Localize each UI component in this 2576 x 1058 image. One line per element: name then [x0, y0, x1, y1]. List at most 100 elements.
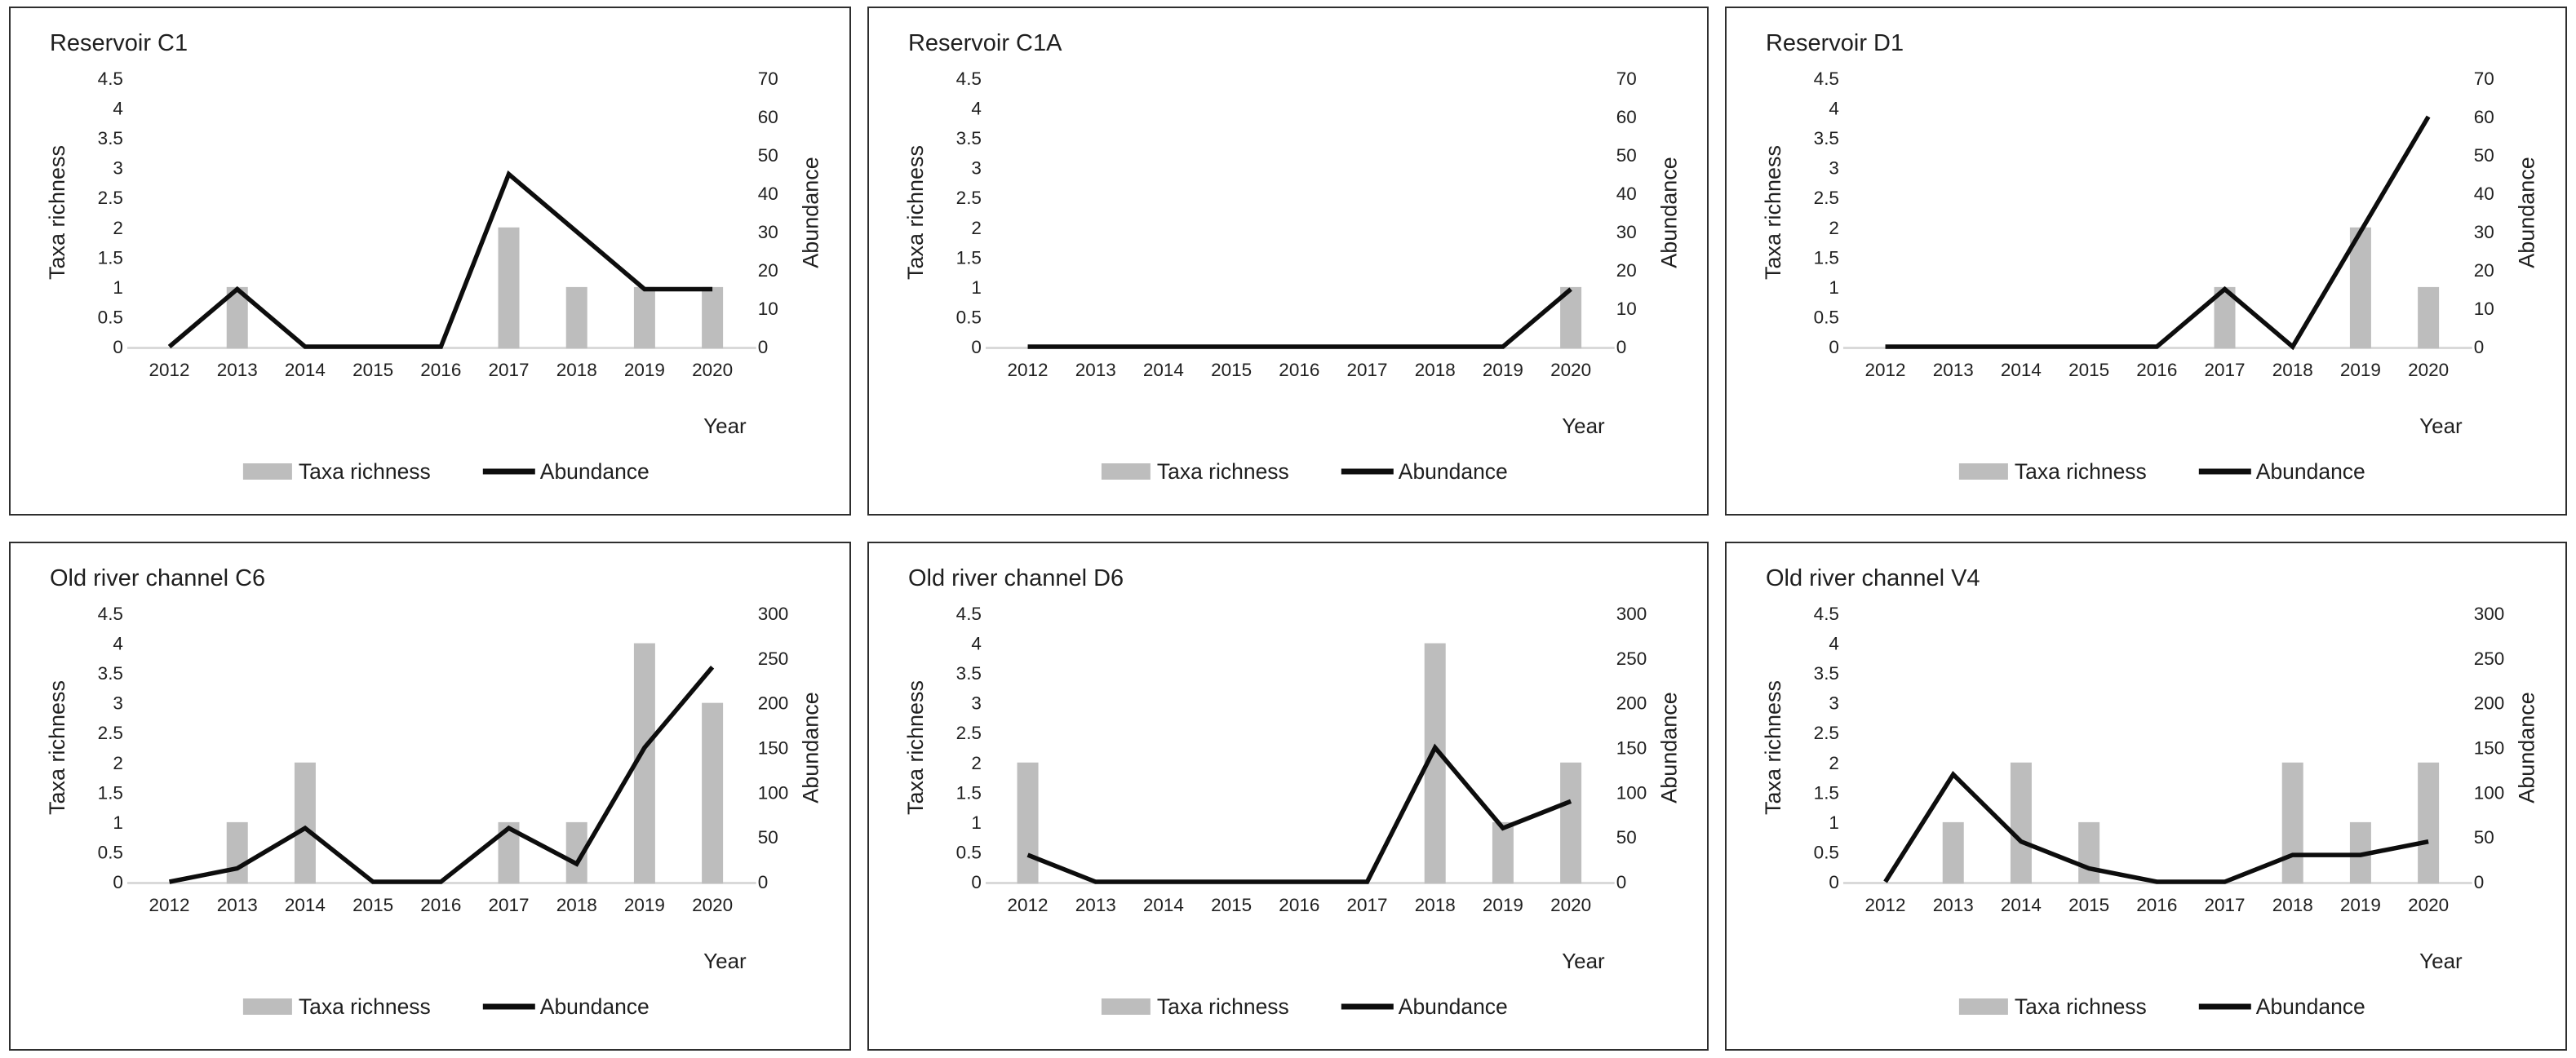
chart-panel-old-river-channel-d6: Old river channel D6 4.5 4 3.5 3 2.5 2 1.5 1 0.5 0…	[867, 542, 1709, 1051]
x-axis-tick: 2012	[1007, 360, 1048, 380]
right-axis-tick: 60	[2474, 107, 2494, 127]
left-axis-title: Taxa richness	[45, 145, 69, 280]
x-axis-tick: 2015	[1211, 895, 1252, 915]
left-axis-title: Taxa richness	[1761, 145, 1785, 280]
x-axis-tick: 2019	[2340, 360, 2381, 380]
chart-panel-old-river-channel-v4: Old river channel V4 4.5 4 3.5 3 2.5 2 1.5 1 0.5 0…	[1725, 542, 2567, 1051]
left-axis-tick: 0.5	[955, 307, 981, 327]
x-axis-tick: 2014	[1143, 895, 1184, 915]
right-axis-tick: 0	[758, 872, 769, 892]
left-axis-tick: 0	[1829, 337, 1840, 357]
taxa-richness-bar	[498, 227, 520, 348]
chart-panel-old-river-channel-c6: Old river channel C6 4.5 4 3.5 3 2.5 2 1.5 1 0.5 0…	[9, 542, 851, 1051]
legend-line-swatch	[482, 1003, 535, 1010]
left-axis-tick: 3.5	[955, 128, 981, 148]
right-axis-tick: 50	[2474, 827, 2494, 848]
left-axis-title: Taxa richness	[1761, 680, 1785, 815]
panel-title: Reservoir C1A	[908, 30, 1062, 56]
left-axis-tick: 2.5	[1814, 188, 1839, 208]
x-axis-tick: 2020	[2408, 360, 2449, 380]
x-axis-tick: 2013	[1075, 360, 1115, 380]
left-axis-tick: 4	[971, 634, 982, 654]
legend-bar-swatch	[242, 998, 292, 1015]
x-axis-tick: 2013	[1933, 895, 1974, 915]
right-axis-tick: 70	[758, 69, 778, 89]
left-axis-tick: 0	[1829, 872, 1840, 892]
left-axis-tick: 1.5	[955, 782, 981, 803]
panel-title: Old river channel D6	[908, 565, 1124, 591]
chart-svg-reservoir-c1: Reservoir C1 4.5 4 3.5 3 2.5 2 1.5 1 0.5 0 70 60 50 40…	[45, 30, 823, 484]
right-axis-tick: 50	[1616, 145, 1636, 166]
left-axis-tick: 1	[971, 277, 982, 298]
taxa-richness-bar	[1492, 821, 1514, 883]
legend-line-label: Abundance	[540, 994, 650, 1019]
right-axis-tick: 100	[1616, 782, 1647, 803]
left-axis-title: Taxa richness	[45, 680, 69, 815]
right-axis-tick: 10	[758, 299, 778, 319]
x-axis-title: Year	[703, 414, 747, 438]
left-axis-tick: 2.5	[955, 188, 981, 208]
left-axis-tick: 4.5	[1814, 69, 1839, 89]
legend-bar-swatch	[1959, 998, 2009, 1015]
x-axis-tick: 2015	[2068, 895, 2109, 915]
left-axis-tick: 1.5	[1814, 782, 1839, 803]
right-axis-tick: 20	[1616, 260, 1636, 281]
abundance-line	[169, 666, 715, 884]
abundance-line	[1026, 743, 1572, 884]
left-axis-tick: 4.5	[1814, 604, 1839, 624]
right-axis-tick: 300	[1616, 604, 1647, 624]
legend-bar-label: Taxa richness	[1157, 994, 1289, 1019]
right-axis-tick: 100	[758, 782, 789, 803]
x-axis-tick: 2014	[285, 895, 326, 915]
left-axis-tick: 4	[113, 99, 123, 119]
x-axis-tick: 2012	[1865, 895, 1906, 915]
left-axis-tick: 3.5	[1814, 128, 1839, 148]
right-axis-tick: 250	[758, 649, 789, 669]
x-axis-tick: 2019	[624, 895, 665, 915]
x-axis-tick: 2016	[1279, 360, 1319, 380]
right-axis-tick: 70	[1616, 69, 1636, 89]
left-axis-tick: 1.5	[955, 247, 981, 268]
legend-line-swatch	[1341, 1003, 1394, 1010]
taxa-richness-bar	[1559, 762, 1581, 883]
x-axis-tick: 2015	[1211, 360, 1252, 380]
legend-line-swatch	[2199, 1003, 2252, 1010]
legend-line-label: Abundance	[1398, 994, 1507, 1019]
taxa-richness-bar	[633, 286, 655, 348]
left-axis-tick: 3.5	[98, 128, 123, 148]
x-axis-title: Year	[2420, 414, 2463, 438]
right-axis-tick: 10	[1616, 299, 1636, 319]
taxa-richness-bar	[2418, 762, 2440, 883]
x-axis-tick: 2013	[1075, 895, 1115, 915]
chart-svg-old-river-channel-c6: Old river channel C6 4.5 4 3.5 3 2.5 2 1.5 1 0.5 0…	[45, 565, 823, 1019]
x-axis-tick: 2020	[1550, 360, 1591, 380]
left-axis-tick: 3	[971, 158, 982, 179]
left-axis-tick: 1.5	[1814, 247, 1839, 268]
right-axis-tick: 30	[2474, 222, 2494, 242]
right-axis-tick: 40	[758, 184, 778, 204]
x-axis-tick: 2019	[2340, 895, 2381, 915]
left-axis-tick: 0.5	[98, 307, 123, 327]
left-axis-tick: 2.5	[955, 723, 981, 743]
left-axis-tick: 4	[1829, 99, 1840, 119]
right-axis-tick: 20	[758, 260, 778, 281]
right-axis-tick: 200	[1616, 693, 1647, 714]
legend-bar-label: Taxa richness	[1157, 459, 1289, 484]
left-axis-tick: 0.5	[1814, 842, 1839, 862]
chart-svg-old-river-channel-v4: Old river channel V4 4.5 4 3.5 3 2.5 2 1.5 1 0.5 0…	[1761, 565, 2539, 1019]
x-axis-tick: 2015	[2068, 360, 2109, 380]
x-axis-tick: 2012	[149, 360, 190, 380]
x-axis-tick: 2018	[1414, 895, 1455, 915]
panel-title: Old river channel V4	[1766, 565, 1980, 591]
left-axis-tick: 2	[113, 218, 123, 238]
left-axis-tick: 0.5	[1814, 307, 1839, 327]
left-axis-tick: 4	[113, 634, 123, 654]
left-axis-title: Taxa richness	[903, 680, 928, 815]
x-axis-tick: 2013	[1933, 360, 1974, 380]
x-axis-tick: 2018	[556, 360, 597, 380]
right-axis-tick: 10	[2474, 299, 2494, 319]
left-axis-tick: 2.5	[98, 723, 123, 743]
left-axis-tick: 3	[113, 158, 123, 179]
taxa-richness-bar	[2418, 286, 2440, 348]
x-axis-tick: 2015	[352, 360, 393, 380]
